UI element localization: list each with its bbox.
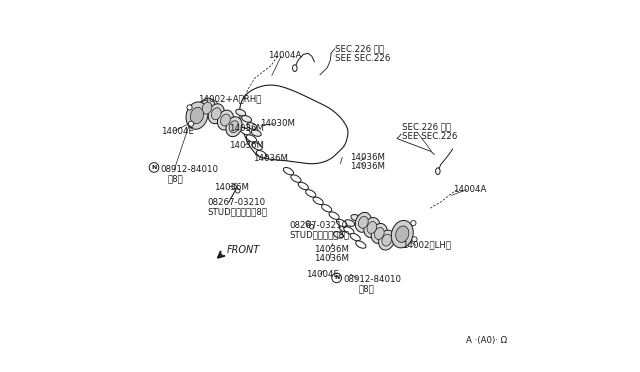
Text: 14036M: 14036M (229, 124, 264, 133)
Text: SEE SEC.226: SEE SEC.226 (335, 54, 390, 63)
Text: FRONT: FRONT (227, 246, 260, 256)
Ellipse shape (374, 227, 384, 240)
Ellipse shape (218, 110, 234, 130)
Circle shape (188, 121, 194, 126)
Ellipse shape (367, 222, 377, 234)
Text: 14036M: 14036M (214, 183, 250, 192)
Ellipse shape (190, 108, 204, 124)
Ellipse shape (306, 190, 316, 197)
Ellipse shape (247, 123, 257, 129)
Text: 14004E: 14004E (306, 270, 339, 279)
Text: 14002〈LH〉: 14002〈LH〉 (401, 241, 451, 250)
Text: STUDスタッド（8）: STUDスタッド（8） (208, 208, 268, 217)
Ellipse shape (391, 221, 413, 248)
Ellipse shape (355, 212, 371, 232)
Text: 14036M: 14036M (349, 162, 385, 171)
Ellipse shape (252, 142, 262, 150)
Text: 08912-84010: 08912-84010 (160, 165, 218, 174)
Ellipse shape (337, 219, 347, 227)
Text: （8）: （8） (167, 174, 183, 183)
Ellipse shape (246, 135, 257, 142)
Ellipse shape (202, 102, 212, 114)
Text: A ·(A0)· Ω: A ·(A0)· Ω (467, 336, 508, 346)
Ellipse shape (284, 167, 294, 175)
Ellipse shape (221, 114, 230, 126)
Ellipse shape (229, 121, 239, 133)
Ellipse shape (211, 108, 221, 120)
Text: 14002+A〈RH〉: 14002+A〈RH〉 (198, 94, 261, 103)
Ellipse shape (333, 232, 344, 238)
Text: 14030M: 14030M (260, 119, 294, 128)
Ellipse shape (356, 241, 366, 248)
Circle shape (411, 221, 416, 226)
Text: 14036M: 14036M (229, 141, 264, 151)
Text: N: N (151, 165, 157, 170)
Ellipse shape (321, 205, 332, 212)
Ellipse shape (291, 175, 301, 182)
Ellipse shape (199, 98, 215, 118)
Ellipse shape (382, 234, 392, 246)
Ellipse shape (226, 117, 242, 137)
Ellipse shape (396, 226, 409, 243)
Ellipse shape (329, 212, 339, 219)
Ellipse shape (292, 65, 297, 71)
Ellipse shape (186, 102, 208, 129)
Ellipse shape (242, 116, 252, 122)
Text: SEE SEC.226: SEE SEC.226 (401, 132, 457, 141)
Ellipse shape (379, 230, 395, 250)
Ellipse shape (252, 130, 261, 136)
Ellipse shape (298, 182, 308, 190)
Ellipse shape (345, 220, 355, 227)
Ellipse shape (344, 227, 354, 234)
Text: 14036M: 14036M (314, 254, 349, 263)
Ellipse shape (339, 225, 349, 232)
Circle shape (149, 163, 159, 172)
Text: STUDスタッド（8）: STUDスタッド（8） (290, 230, 349, 240)
Ellipse shape (364, 218, 380, 237)
Ellipse shape (208, 104, 225, 124)
Text: 14004E: 14004E (161, 126, 195, 136)
Ellipse shape (358, 217, 368, 228)
Text: 14036M: 14036M (349, 153, 385, 162)
Text: 08267-03210: 08267-03210 (208, 198, 266, 207)
Text: N: N (334, 275, 339, 280)
Text: 14004A: 14004A (453, 185, 487, 194)
Text: 14004A: 14004A (268, 51, 301, 60)
Ellipse shape (436, 168, 440, 174)
Ellipse shape (351, 215, 361, 221)
Circle shape (187, 105, 192, 110)
Text: 14036M: 14036M (314, 244, 349, 253)
Ellipse shape (350, 234, 360, 241)
Ellipse shape (257, 150, 266, 158)
Circle shape (310, 225, 314, 229)
Circle shape (306, 221, 310, 225)
Text: SEC.226 参照: SEC.226 参照 (335, 44, 384, 53)
Text: 14036M: 14036M (253, 154, 288, 163)
Ellipse shape (236, 109, 246, 116)
Ellipse shape (240, 128, 250, 135)
Text: 08267-03210: 08267-03210 (290, 221, 348, 230)
Ellipse shape (371, 224, 387, 243)
Circle shape (236, 189, 240, 193)
Circle shape (332, 273, 342, 283)
Text: （8）: （8） (359, 285, 374, 294)
Circle shape (412, 237, 417, 242)
Circle shape (232, 185, 236, 189)
Text: 08912-84010: 08912-84010 (343, 275, 401, 284)
Text: SEC.226 参照: SEC.226 参照 (401, 122, 451, 131)
Ellipse shape (313, 197, 323, 205)
